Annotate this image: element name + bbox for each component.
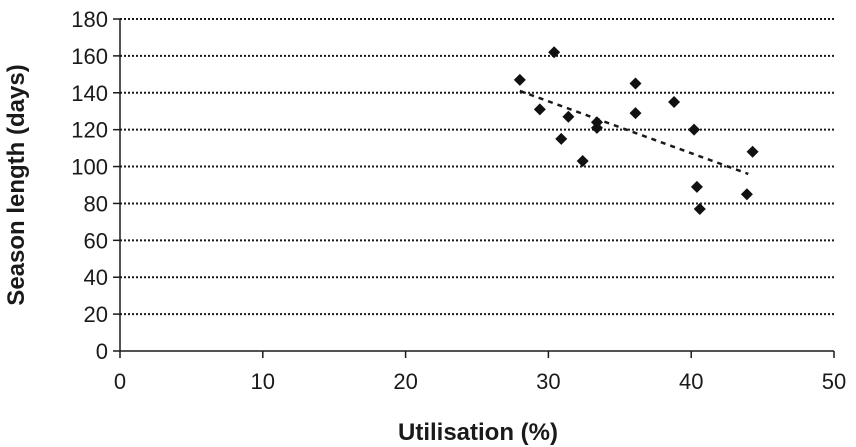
x-tick-label-0: 0 [114, 369, 126, 394]
data-point-1 [513, 73, 526, 86]
data-point-4 [555, 132, 568, 145]
data-points [513, 46, 759, 215]
x-tick-label-50: 50 [822, 369, 846, 394]
y-tick-label-20: 20 [84, 302, 108, 327]
y-tick-label-80: 80 [84, 191, 108, 216]
data-point-9 [629, 77, 642, 90]
y-tick-label-0: 0 [96, 339, 108, 364]
x-tick-label-30: 30 [536, 369, 560, 394]
y-tick-label-40: 40 [84, 265, 108, 290]
y-tick-label-60: 60 [84, 228, 108, 253]
data-point-14 [693, 202, 706, 215]
data-point-2 [533, 103, 546, 116]
y-tick-label-160: 160 [71, 44, 108, 69]
data-point-5 [562, 110, 575, 123]
data-point-10 [629, 107, 642, 120]
data-point-12 [688, 123, 701, 136]
data-point-15 [740, 188, 753, 201]
y-tick-label-100: 100 [71, 155, 108, 180]
data-point-8 [590, 121, 603, 134]
data-point-11 [668, 96, 681, 108]
y-tick-label-140: 140 [71, 81, 108, 106]
y-tick-label-120: 120 [71, 118, 108, 143]
y-tick-label-180: 180 [71, 7, 108, 32]
x-tick-label-20: 20 [393, 369, 417, 394]
axes: 0 20 40 60 80 100 120 140 160 180 0 10 20 30 40 50 [71, 7, 846, 394]
data-point-16 [746, 145, 759, 158]
x-axis-title: Utilisation (%) [398, 419, 558, 446]
data-point-13 [690, 180, 703, 193]
trendline-layer [519, 89, 749, 176]
x-tick-label-40: 40 [679, 369, 703, 394]
data-point-6 [576, 155, 589, 168]
x-tick-label-10: 10 [251, 369, 275, 394]
trendline [519, 89, 749, 176]
grid-lines [120, 18, 834, 316]
data-point-3 [548, 46, 561, 59]
y-axis-title: Season length (days) [3, 64, 30, 305]
